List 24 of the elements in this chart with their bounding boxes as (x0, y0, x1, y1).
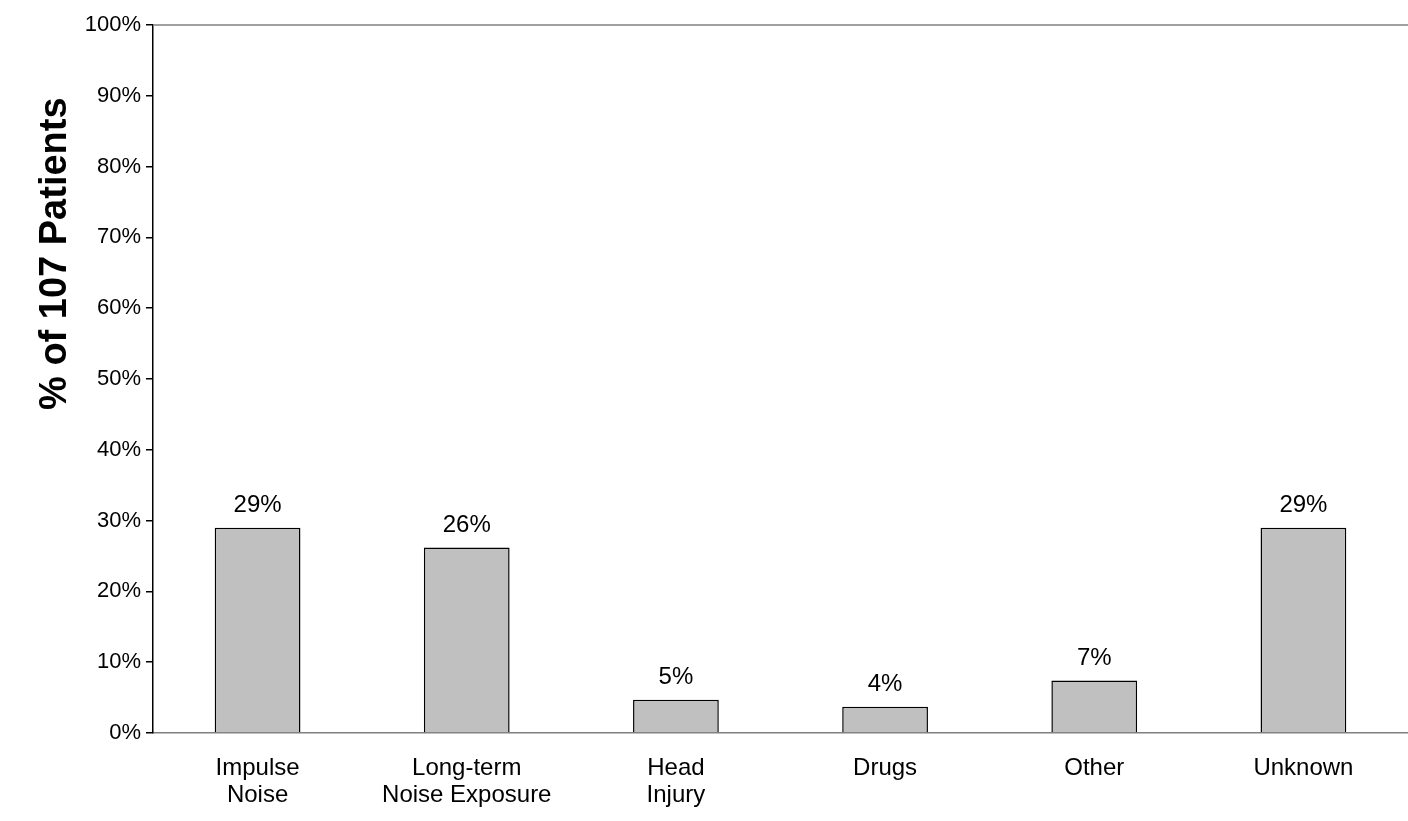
data-label: 29% (1279, 489, 1328, 517)
y-tick-label: 60% (96, 294, 141, 320)
y-tick-label: 20% (96, 577, 141, 603)
data-label: 7% (1076, 642, 1112, 670)
y-tick-label: 50% (96, 365, 141, 391)
y-tick-label: 80% (96, 152, 141, 178)
data-label: 26% (442, 509, 491, 537)
x-tick-label: Drugs (853, 753, 918, 781)
y-tick-label: 0% (109, 719, 141, 745)
y-tick-label: 30% (96, 506, 141, 532)
y-tick-label: 10% (96, 648, 141, 674)
y-axis-title: % of 107 Patients (32, 97, 75, 410)
y-tick-label: 90% (96, 81, 141, 107)
y-tick-label: 40% (96, 435, 141, 461)
data-label: 5% (658, 661, 694, 689)
x-tick-label: Unknown (1253, 753, 1354, 781)
x-tick-label: Impulse Noise (215, 753, 300, 808)
data-label: 29% (233, 489, 282, 517)
x-tick-label: Other (1064, 753, 1125, 781)
y-tick-label: 100% (84, 11, 141, 37)
x-tick-label: Long-term Noise Exposure (382, 753, 552, 808)
y-tick-label: 70% (96, 223, 141, 249)
x-tick-label: Head Injury (646, 753, 706, 808)
data-label: 4% (867, 668, 903, 696)
